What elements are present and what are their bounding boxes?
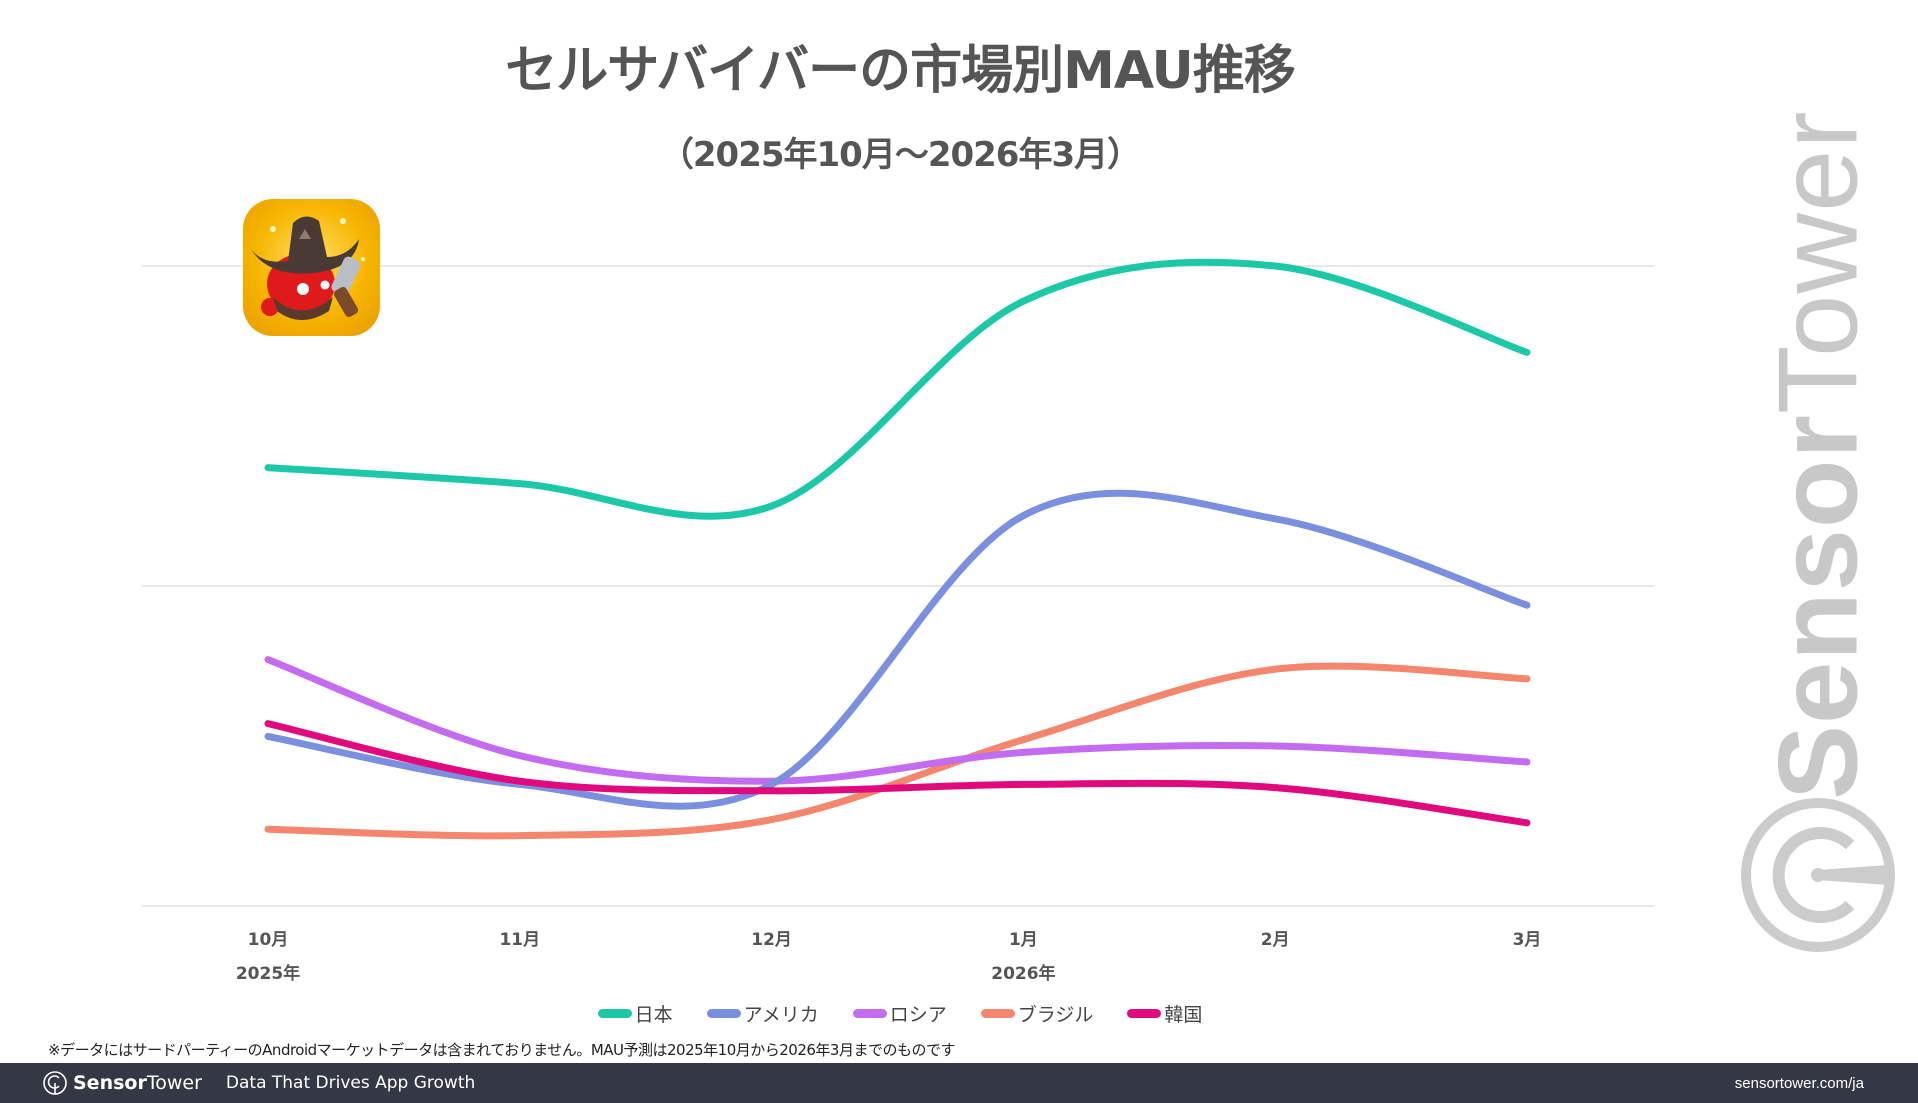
- footer-logo-bold: Sensor: [73, 1072, 147, 1094]
- watermark-text: SensorTower: [1755, 110, 1881, 800]
- legend-item-russia: ロシア: [852, 1000, 947, 1027]
- x-tick-label: 10月: [248, 930, 289, 950]
- legend-item-brazil: ブラジル: [980, 1000, 1094, 1027]
- chart-title: セルサバイバーの市場別MAU推移: [505, 41, 1296, 101]
- x-tick-label: 1月: [1009, 930, 1038, 950]
- x-tick-label: 2月: [1261, 930, 1290, 950]
- x-year-label: 2026年: [991, 963, 1055, 984]
- cell-survivor-character-icon: [251, 216, 365, 320]
- legend-swatch: [1127, 1009, 1162, 1018]
- legend-item-korea: 韓国: [1127, 1000, 1202, 1027]
- sensortower-logo-icon: [1741, 798, 1895, 952]
- series-lines: [264, 258, 1531, 840]
- legend-label: ブラジル: [1017, 1004, 1094, 1026]
- legend-label: 日本: [634, 1004, 673, 1026]
- footnote: ※データにはサードパーティーのAndroidマーケットデータは含まれておりません…: [48, 1041, 955, 1059]
- series-line-russia: [264, 656, 1531, 785]
- series-line-brazil: [264, 662, 1531, 840]
- x-tick-label: 12月: [751, 930, 792, 950]
- sensortower-logo-icon: [43, 1071, 67, 1095]
- footer-url[interactable]: sensortower.com/ja: [1734, 1074, 1864, 1092]
- x-tick-label: 11月: [499, 930, 540, 950]
- series-line-america: [264, 489, 1531, 810]
- legend-swatch: [706, 1009, 741, 1018]
- footer-bar: Sensor Tower Data That Drives App Growth …: [0, 1063, 1918, 1103]
- x-axis-labels: 10月 2025年 11月 12月 1月 2026年 2月 3月: [236, 930, 1542, 984]
- app-icon: [243, 199, 380, 336]
- x-year-label: 2025年: [236, 963, 300, 984]
- footer-tagline: Data That Drives App Growth: [225, 1073, 476, 1093]
- chart-subtitle: （2025年10月～2026年3月）: [659, 135, 1141, 175]
- legend-item-america: アメリカ: [706, 1000, 819, 1027]
- x-tick-label: 3月: [1513, 930, 1542, 950]
- chart-legend: 日本 アメリカ ロシア ブラジル 韓国: [0, 1000, 1800, 1027]
- line-chart: 10月 2025年 11月 12月 1月 2026年 2月 3月: [142, 258, 1654, 984]
- legend-item-japan: 日本: [597, 1000, 673, 1027]
- series-line-japan: [264, 258, 1531, 520]
- gridlines: [142, 265, 1654, 907]
- legend-swatch: [980, 1009, 1015, 1018]
- legend-swatch: [597, 1009, 632, 1018]
- legend-swatch: [852, 1009, 887, 1018]
- legend-label: 韓国: [1164, 1004, 1203, 1026]
- footer-logo[interactable]: Sensor Tower: [42, 1070, 202, 1096]
- legend-label: ロシア: [889, 1004, 947, 1026]
- series-line-korea: [264, 720, 1531, 827]
- legend-label: アメリカ: [743, 1004, 819, 1026]
- footer-logo-regular: Tower: [146, 1072, 202, 1094]
